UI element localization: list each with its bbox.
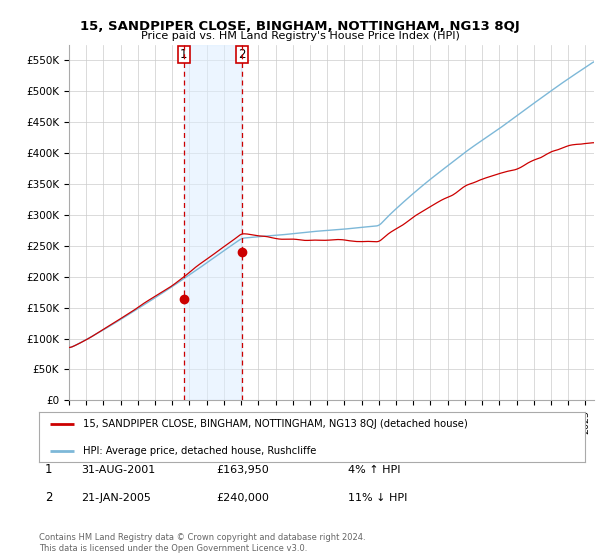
Text: 15, SANDPIPER CLOSE, BINGHAM, NOTTINGHAM, NG13 8QJ (detached house): 15, SANDPIPER CLOSE, BINGHAM, NOTTINGHAM… (83, 419, 467, 429)
Text: 11% ↓ HPI: 11% ↓ HPI (348, 493, 407, 503)
Text: 15, SANDPIPER CLOSE, BINGHAM, NOTTINGHAM, NG13 8QJ: 15, SANDPIPER CLOSE, BINGHAM, NOTTINGHAM… (80, 20, 520, 32)
Text: 4% ↑ HPI: 4% ↑ HPI (348, 465, 401, 475)
Text: 1: 1 (45, 463, 52, 477)
Text: 31-AUG-2001: 31-AUG-2001 (81, 465, 155, 475)
Text: 2: 2 (45, 491, 52, 505)
Text: £163,950: £163,950 (216, 465, 269, 475)
Text: Price paid vs. HM Land Registry's House Price Index (HPI): Price paid vs. HM Land Registry's House … (140, 31, 460, 41)
Text: 2: 2 (238, 48, 246, 62)
Bar (184, 45, 242, 400)
Text: 21-JAN-2005: 21-JAN-2005 (81, 493, 151, 503)
Text: £240,000: £240,000 (216, 493, 269, 503)
Text: Contains HM Land Registry data © Crown copyright and database right 2024.
This d: Contains HM Land Registry data © Crown c… (39, 533, 365, 553)
Text: HPI: Average price, detached house, Rushcliffe: HPI: Average price, detached house, Rush… (83, 446, 316, 456)
Text: 1: 1 (180, 48, 188, 62)
